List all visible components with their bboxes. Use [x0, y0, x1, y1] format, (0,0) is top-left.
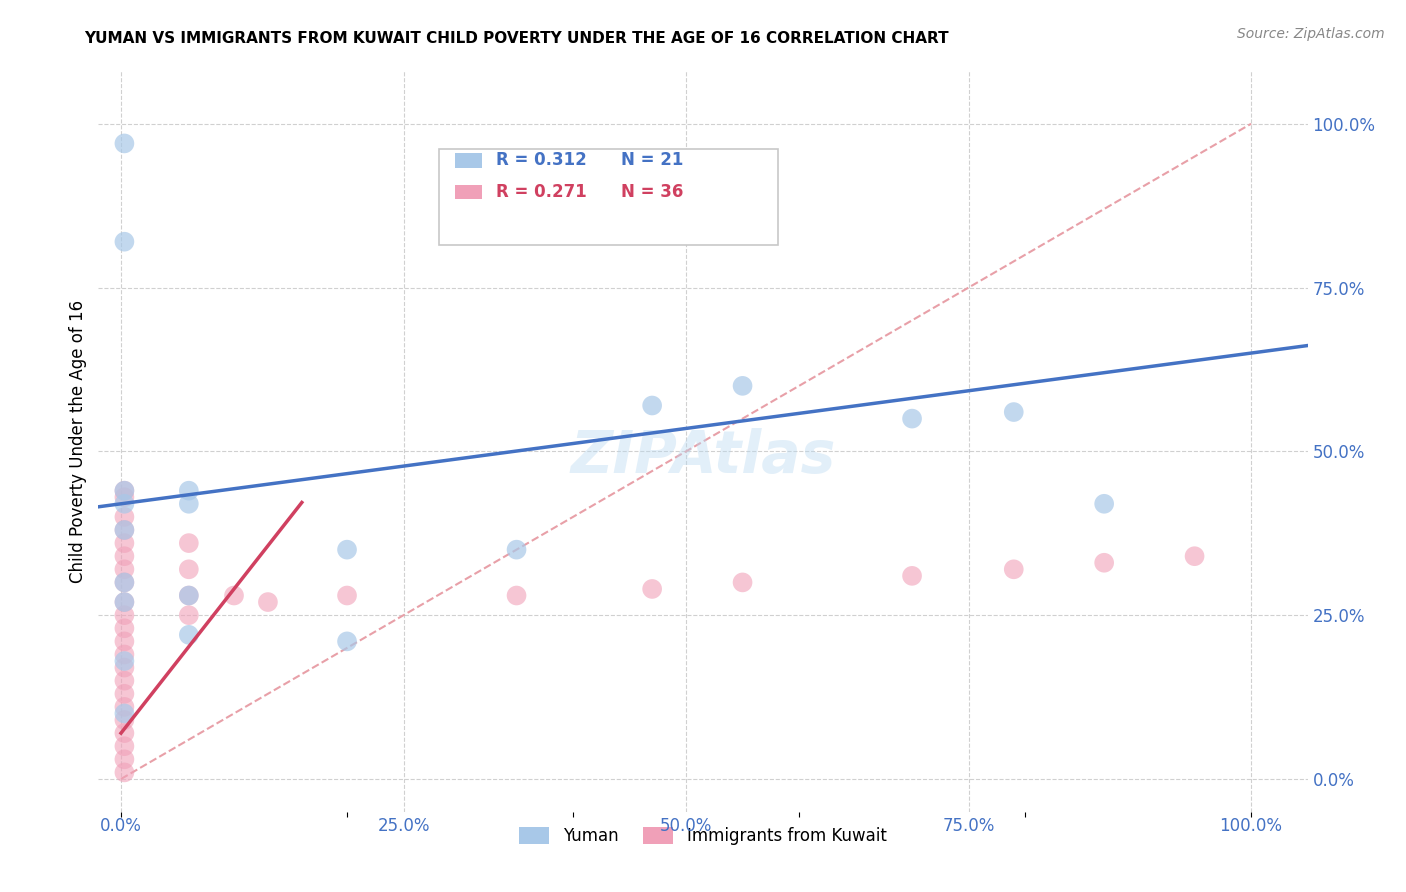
Point [222, 589, 245, 603]
Point [901, 569, 924, 583]
Point [112, 752, 135, 766]
Point [177, 483, 200, 498]
Point [112, 660, 135, 674]
Point [112, 562, 135, 576]
Point [336, 634, 359, 648]
Point [1184, 549, 1206, 564]
Point [336, 589, 359, 603]
Point [112, 490, 135, 504]
Bar [456, 185, 482, 200]
Point [112, 509, 135, 524]
Point [112, 673, 135, 688]
Point [1092, 497, 1115, 511]
Point [901, 411, 924, 425]
Point [112, 483, 135, 498]
Point [177, 608, 200, 623]
Point [505, 542, 527, 557]
Point [1002, 562, 1025, 576]
Legend: Yuman, Immigrants from Kuwait: Yuman, Immigrants from Kuwait [513, 820, 893, 852]
Point [112, 523, 135, 537]
Point [177, 536, 200, 550]
Point [112, 575, 135, 590]
Point [177, 562, 200, 576]
Point [112, 523, 135, 537]
Point [505, 589, 527, 603]
Y-axis label: Child Poverty Under the Age of 16: Child Poverty Under the Age of 16 [69, 300, 87, 583]
Point [1092, 556, 1115, 570]
Text: Source: ZipAtlas.com: Source: ZipAtlas.com [1237, 27, 1385, 41]
Point [257, 595, 280, 609]
Point [112, 595, 135, 609]
Point [112, 235, 135, 249]
Point [112, 706, 135, 721]
Bar [456, 153, 482, 168]
Text: ZIPAtlas: ZIPAtlas [571, 428, 835, 485]
Point [112, 549, 135, 564]
Text: R = 0.271: R = 0.271 [496, 183, 586, 201]
Point [641, 582, 664, 596]
Point [112, 648, 135, 662]
Point [177, 589, 200, 603]
Point [1002, 405, 1025, 419]
Point [112, 621, 135, 635]
Point [112, 654, 135, 668]
Point [112, 713, 135, 727]
Point [112, 739, 135, 754]
Point [177, 589, 200, 603]
Point [112, 765, 135, 780]
Point [112, 726, 135, 740]
Text: YUMAN VS IMMIGRANTS FROM KUWAIT CHILD POVERTY UNDER THE AGE OF 16 CORRELATION CH: YUMAN VS IMMIGRANTS FROM KUWAIT CHILD PO… [84, 31, 949, 46]
Point [112, 536, 135, 550]
Point [641, 399, 664, 413]
Point [112, 687, 135, 701]
Point [112, 483, 135, 498]
Point [112, 595, 135, 609]
Point [112, 575, 135, 590]
Text: R = 0.312: R = 0.312 [496, 152, 586, 169]
Point [112, 497, 135, 511]
Point [731, 379, 754, 393]
Point [112, 608, 135, 623]
Point [177, 628, 200, 642]
Point [731, 575, 754, 590]
Point [112, 634, 135, 648]
Point [177, 497, 200, 511]
FancyBboxPatch shape [440, 149, 778, 245]
Point [112, 699, 135, 714]
Text: N = 36: N = 36 [621, 183, 683, 201]
Point [112, 136, 135, 151]
Point [336, 542, 359, 557]
Text: N = 21: N = 21 [621, 152, 683, 169]
